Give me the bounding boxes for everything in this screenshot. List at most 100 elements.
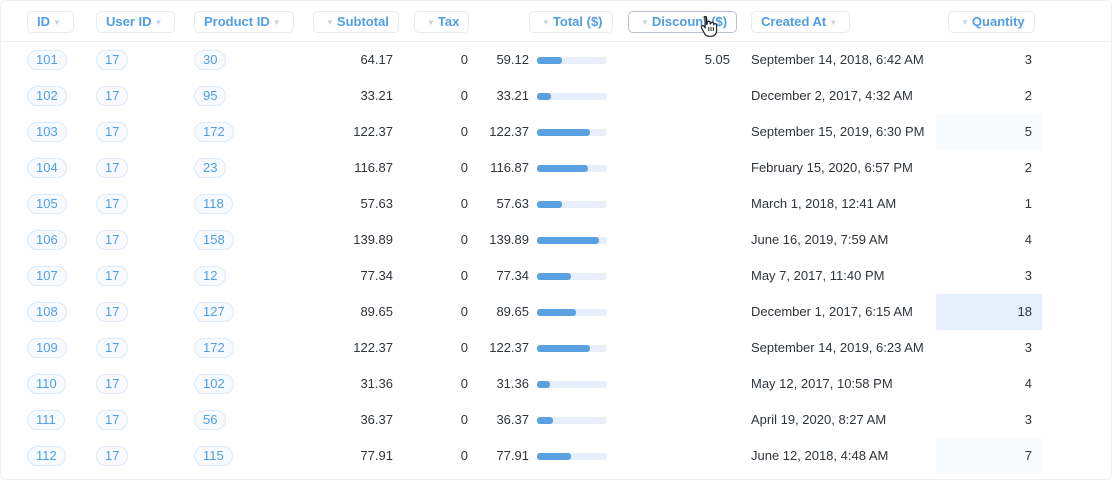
total-cell: 89.65	[496, 304, 529, 319]
quantity-cell: 4	[1024, 376, 1032, 391]
id-link[interactable]: 108	[27, 302, 67, 322]
total-bar-track	[537, 417, 607, 424]
quantity-cell: 1	[1024, 196, 1032, 211]
id-link[interactable]: 104	[27, 158, 67, 178]
id-link[interactable]: 111	[27, 410, 65, 430]
created-at-cell: December 1, 2017, 6:15 AM	[751, 304, 913, 319]
product-id-link[interactable]: 12	[194, 266, 227, 286]
created-at-cell: April 19, 2020, 8:27 AM	[751, 412, 887, 427]
product-id-link[interactable]: 30	[194, 50, 227, 70]
total-bar-track	[537, 309, 607, 316]
column-label: Quantity	[971, 14, 1025, 29]
user-id-link[interactable]: 17	[96, 158, 129, 178]
id-link[interactable]: 110	[27, 374, 66, 394]
user-id-link[interactable]: 17	[96, 410, 129, 430]
product-id-link[interactable]: 127	[194, 302, 234, 322]
product-id-link[interactable]: 102	[194, 374, 234, 394]
user-id-link[interactable]: 17	[96, 302, 129, 322]
quantity-cell: 3	[1024, 340, 1032, 355]
id-link[interactable]: 102	[27, 86, 67, 106]
user-id-link[interactable]: 17	[96, 230, 129, 250]
chevron-down-icon: ▼	[641, 18, 649, 27]
column-header-user-id[interactable]: User ID ▼	[96, 11, 176, 33]
tax-cell: 0	[460, 376, 468, 391]
total-cell: 33.21	[496, 88, 529, 103]
product-id-link[interactable]: 172	[194, 122, 234, 142]
quantity-cell: 5	[1024, 124, 1032, 139]
tax-cell: 0	[460, 196, 468, 211]
column-header-discount[interactable]: ▼ Discount ($)	[628, 11, 738, 33]
id-link[interactable]: 109	[27, 338, 67, 358]
total-bar-fill	[537, 381, 551, 388]
tax-cell: 0	[460, 88, 468, 103]
total-cell: 116.87	[490, 160, 529, 175]
chevron-down-icon: ▼	[542, 18, 550, 27]
product-id-link[interactable]: 118	[194, 194, 233, 214]
column-label: Created At	[761, 14, 827, 29]
product-id-link[interactable]: 115	[194, 446, 233, 466]
user-id-link[interactable]: 17	[96, 86, 129, 106]
user-id-link[interactable]: 17	[96, 338, 129, 358]
user-id-link[interactable]: 17	[96, 122, 129, 142]
discount-cell	[641, 258, 730, 294]
column-header-product-id[interactable]: Product ID ▼	[194, 11, 294, 33]
id-link[interactable]: 107	[27, 266, 67, 286]
discount-cell	[641, 222, 730, 258]
id-link[interactable]: 112	[27, 446, 66, 466]
total-bar-fill	[537, 309, 577, 316]
column-header-created-at[interactable]: Created At ▼	[751, 11, 851, 33]
created-at-cell: September 14, 2018, 6:42 AM	[751, 52, 924, 67]
total-bar-fill	[537, 129, 591, 136]
created-at-cell: May 7, 2017, 11:40 PM	[751, 268, 885, 283]
total-cell: 36.37	[496, 412, 529, 427]
column-header-id[interactable]: ID ▼	[27, 11, 74, 33]
id-link[interactable]: 105	[27, 194, 67, 214]
user-id-link[interactable]: 17	[96, 266, 129, 286]
chevron-down-icon: ▼	[427, 18, 435, 27]
total-bar-fill	[537, 57, 563, 64]
created-at-cell: February 15, 2020, 6:57 PM	[751, 160, 913, 175]
table-row: 109 17 172 122.37 0 122.37 September 14, 2019,…	[1, 330, 1111, 366]
column-header-quantity[interactable]: ▼ Quantity	[948, 11, 1035, 33]
discount-cell	[641, 114, 730, 150]
created-at-cell: June 12, 2018, 4:48 AM	[751, 448, 889, 463]
discount-cell: 5.05	[704, 52, 730, 67]
subtotal-cell: 116.87	[354, 160, 393, 175]
product-id-link[interactable]: 56	[194, 410, 227, 430]
tax-cell: 0	[460, 448, 468, 463]
user-id-link[interactable]: 17	[96, 194, 129, 214]
product-id-link[interactable]: 172	[194, 338, 234, 358]
column-header-tax[interactable]: ▼ Tax	[414, 11, 470, 33]
column-label: Product ID	[204, 14, 270, 29]
product-id-link[interactable]: 23	[194, 158, 227, 178]
quantity-highlight	[936, 438, 1042, 474]
user-id-link[interactable]: 17	[96, 374, 129, 394]
column-label: Tax	[437, 14, 460, 29]
created-at-cell: September 14, 2019, 6:23 AM	[751, 340, 924, 355]
total-bar-fill	[537, 201, 563, 208]
id-link[interactable]: 101	[27, 50, 67, 70]
product-id-link[interactable]: 95	[194, 86, 227, 106]
user-id-link[interactable]: 17	[96, 446, 129, 466]
table-row: 103 17 172 122.37 0 122.37 September 15, 2019,…	[1, 114, 1111, 150]
total-cell: 77.34	[496, 268, 529, 283]
quantity-cell: 2	[1024, 160, 1032, 175]
column-header-subtotal[interactable]: ▼ Subtotal	[313, 11, 399, 33]
tax-cell: 0	[460, 52, 468, 67]
total-cell: 139.89	[489, 232, 529, 247]
id-link[interactable]: 103	[27, 122, 67, 142]
column-header-total[interactable]: ▼ Total ($)	[529, 11, 613, 33]
product-id-link[interactable]: 158	[194, 230, 234, 250]
user-id-link[interactable]: 17	[96, 50, 129, 70]
total-cell: 57.63	[496, 196, 529, 211]
total-bar-track	[537, 165, 607, 172]
quantity-cell: 18	[1017, 304, 1032, 319]
subtotal-cell: 33.21	[360, 88, 393, 103]
total-bar-track	[537, 273, 607, 280]
tax-cell: 0	[460, 268, 468, 283]
id-link[interactable]: 106	[27, 230, 67, 250]
discount-cell	[641, 330, 730, 366]
discount-cell	[641, 438, 730, 474]
table-row: 105 17 118 57.63 0 57.63 March 1, 2018, 12:41 …	[1, 186, 1111, 222]
